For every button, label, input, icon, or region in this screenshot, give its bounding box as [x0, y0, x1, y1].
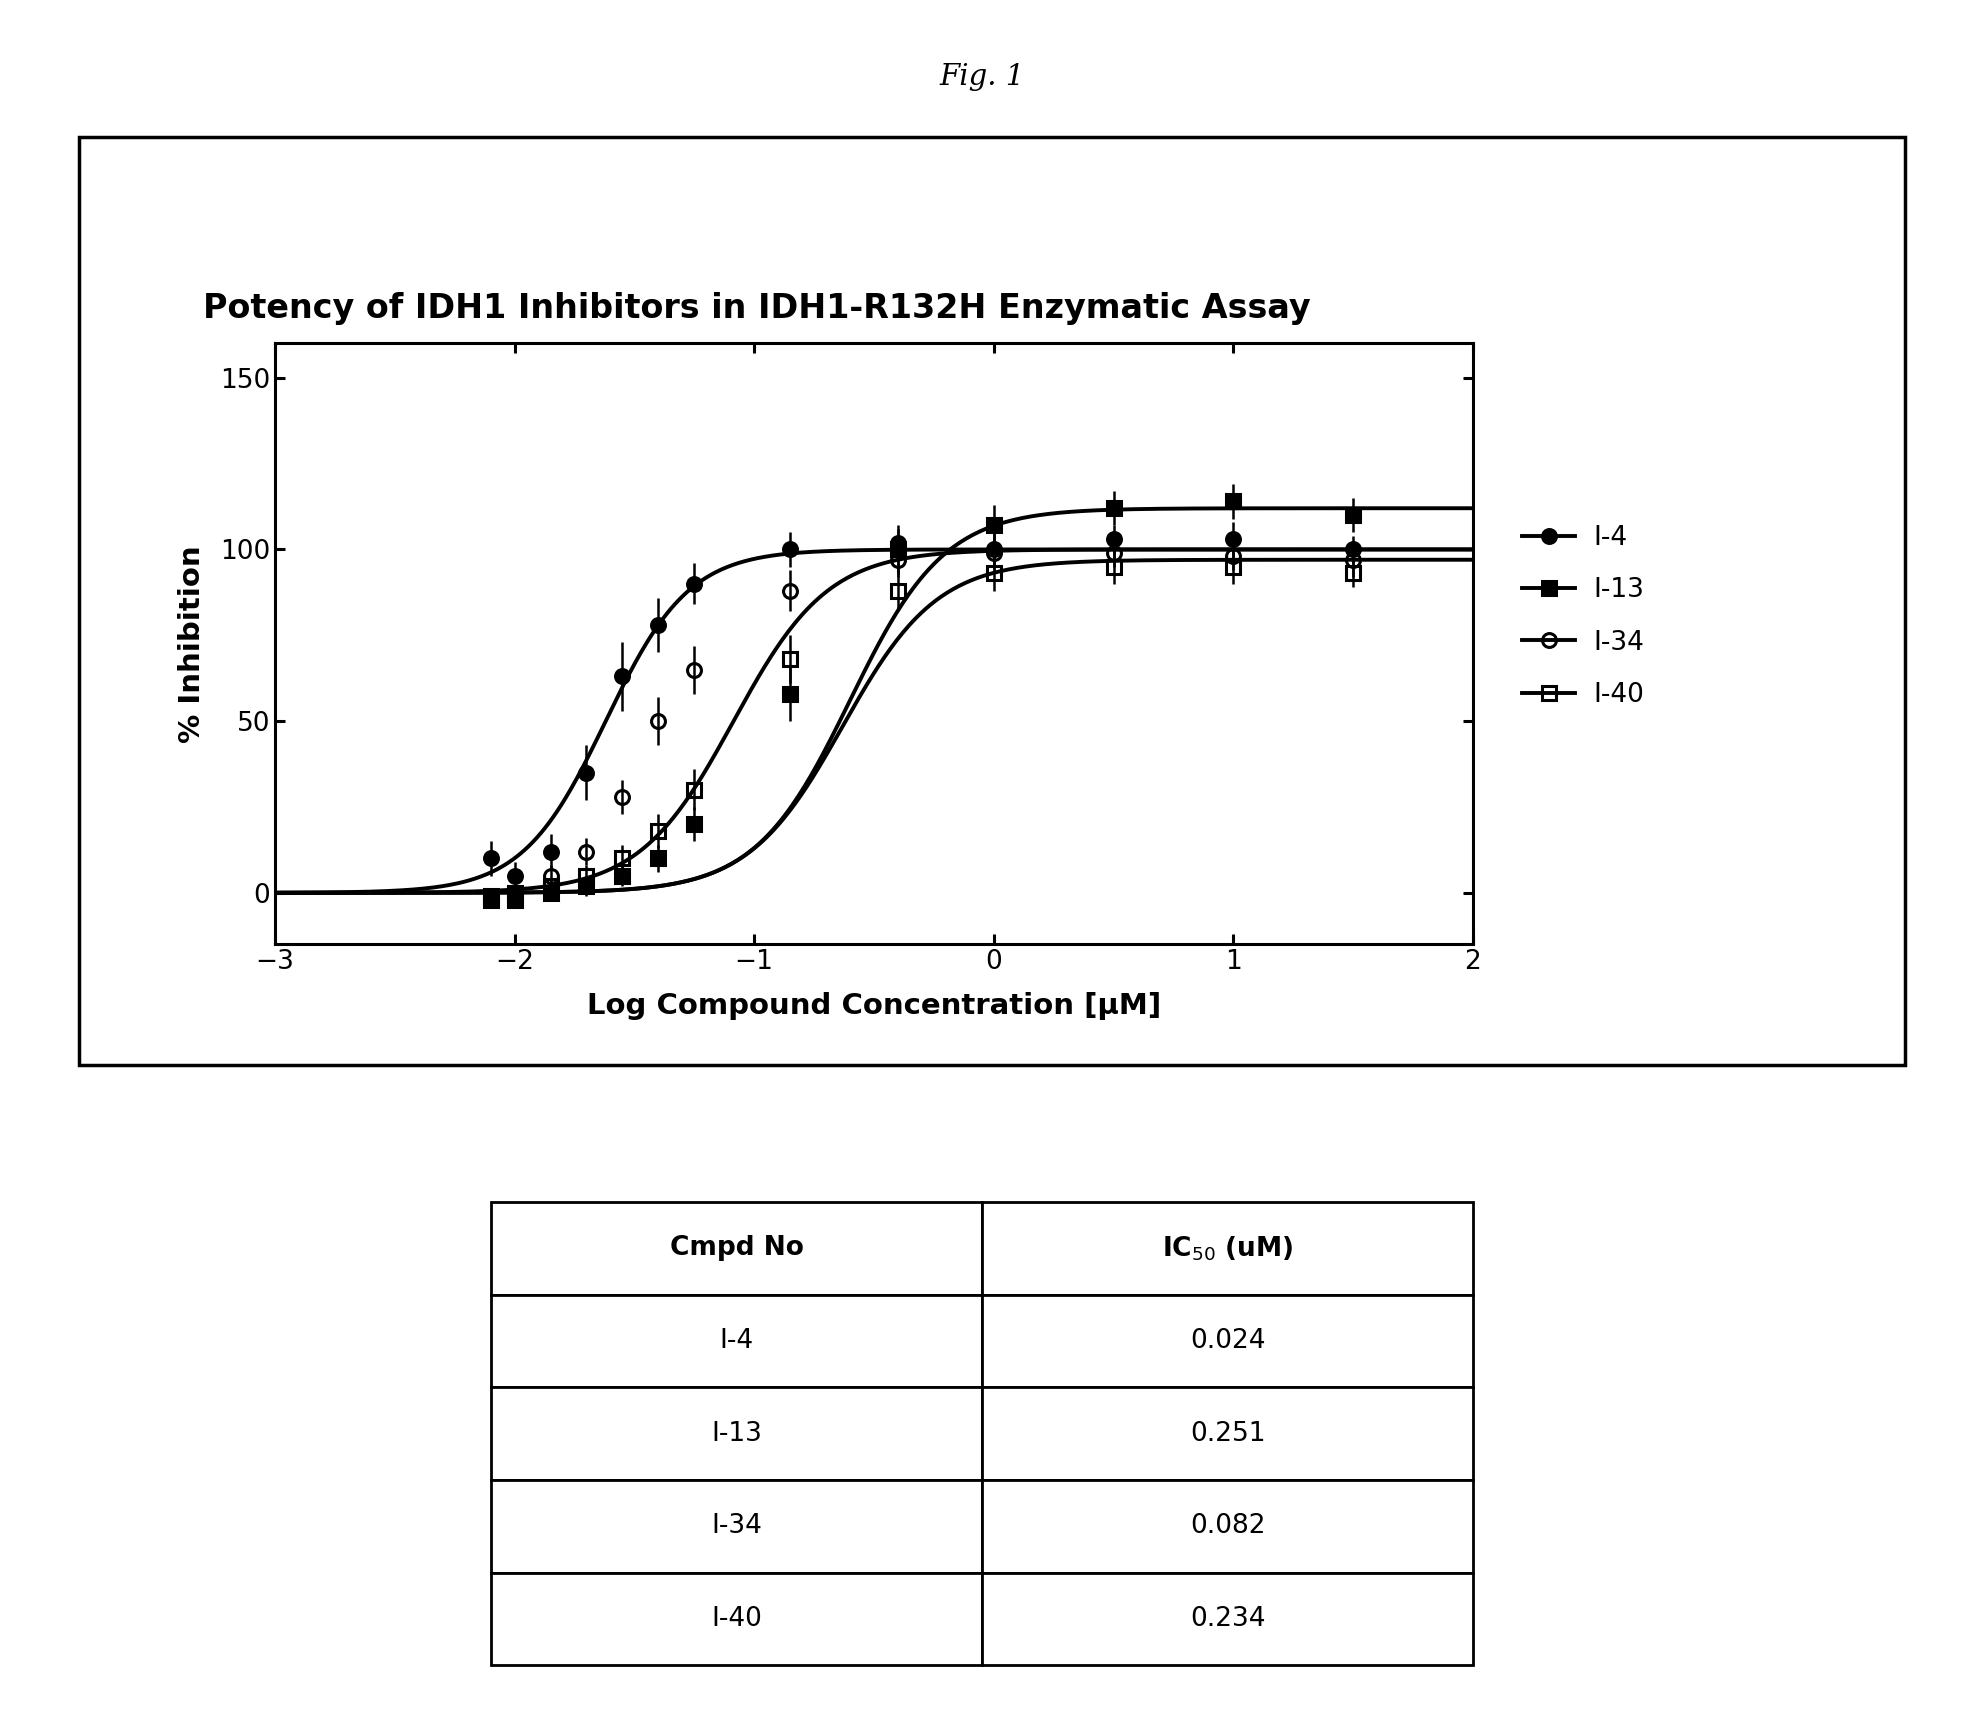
Y-axis label: % Inhibition: % Inhibition	[179, 544, 206, 743]
Bar	[491, 1202, 982, 1295]
Text: I-34: I-34	[711, 1513, 762, 1540]
Bar	[982, 1202, 1473, 1295]
Text: Potency of IDH1 Inhibitors in IDH1-R132H Enzymatic Assay: Potency of IDH1 Inhibitors in IDH1-R132H…	[202, 292, 1310, 326]
Text: I-13: I-13	[711, 1420, 762, 1447]
Text: Fig. 1: Fig. 1	[939, 64, 1025, 91]
Text: 0.082: 0.082	[1190, 1513, 1265, 1540]
Text: Cmpd No: Cmpd No	[670, 1235, 803, 1262]
Text: 0.251: 0.251	[1190, 1420, 1265, 1447]
Text: I-4: I-4	[719, 1327, 754, 1355]
Text: 0.024: 0.024	[1190, 1327, 1265, 1355]
Bar	[491, 1387, 982, 1480]
Bar	[491, 1295, 982, 1387]
Bar	[982, 1387, 1473, 1480]
Bar	[982, 1573, 1473, 1665]
Legend: I-4, I-13, I-34, I-40: I-4, I-13, I-34, I-40	[1522, 525, 1644, 707]
Text: 0.234: 0.234	[1190, 1605, 1265, 1633]
Text: IC$_{50}$ (uM): IC$_{50}$ (uM)	[1161, 1235, 1294, 1262]
Text: I-40: I-40	[711, 1605, 762, 1633]
Bar	[491, 1573, 982, 1665]
Bar	[982, 1295, 1473, 1387]
X-axis label: Log Compound Concentration [μM]: Log Compound Concentration [μM]	[587, 992, 1161, 1020]
Bar	[982, 1480, 1473, 1573]
Bar	[491, 1480, 982, 1573]
